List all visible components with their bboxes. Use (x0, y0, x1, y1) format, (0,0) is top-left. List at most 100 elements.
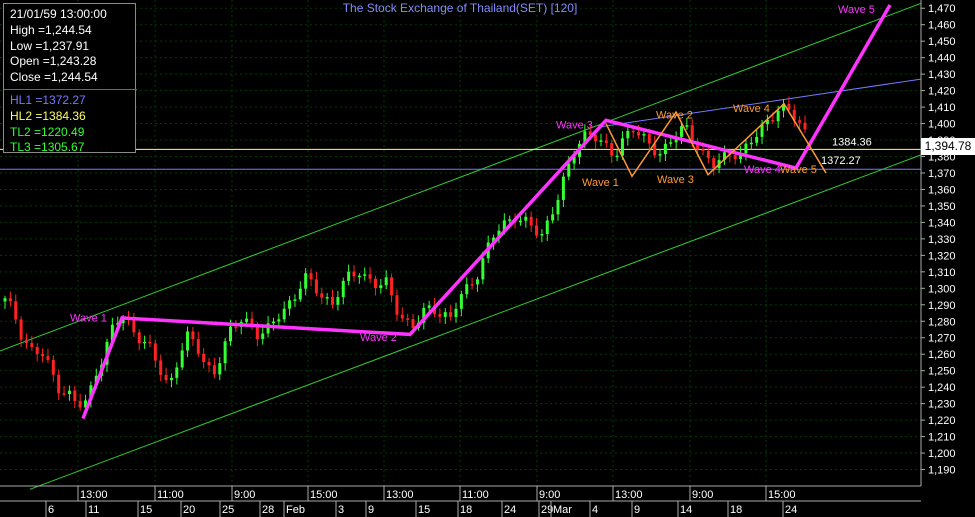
candle-body (352, 271, 356, 277)
info-open: Open =1,243.28 (10, 54, 97, 69)
x-time-label: 11:00 (462, 489, 489, 501)
candle-body (341, 280, 345, 298)
candle-body (46, 356, 50, 360)
x-date-label: 6 (48, 504, 54, 516)
info-hl1: HL1 =1372.27 (10, 92, 86, 107)
candle-body (749, 142, 753, 145)
candle-body (572, 156, 576, 164)
candle-body (73, 390, 77, 402)
candle-body (169, 377, 173, 381)
candle-body (245, 318, 249, 322)
candle-body (164, 374, 168, 381)
candle-body (637, 132, 641, 136)
candle-body (137, 332, 141, 344)
x-date-label: Mar (553, 504, 572, 516)
candle-body (551, 214, 555, 221)
y-tick-label: 1,370 (928, 168, 956, 180)
candle-body (175, 367, 179, 378)
x-date-label: Feb (286, 504, 305, 516)
x-date-label: 9 (368, 504, 374, 516)
candle-body (35, 347, 39, 355)
ohlc-info-box: 21/01/59 13:00:00 High =1,244.54 Low =1,… (3, 3, 137, 155)
candle-body (304, 273, 308, 289)
y-tick-label: 1,190 (928, 465, 956, 477)
candle-body (599, 140, 603, 142)
y-tick-label: 1,450 (928, 36, 956, 48)
candle-body (390, 277, 394, 296)
x-date-label: 3 (338, 504, 344, 516)
candle-body (406, 318, 410, 320)
candle-body (744, 143, 748, 154)
x-time-label: 13:00 (80, 489, 108, 501)
channel-line (29, 154, 922, 490)
candle-body (556, 199, 560, 215)
grid-layer (0, 0, 921, 486)
x-date-label: 9 (634, 504, 640, 516)
candle-body (422, 307, 426, 323)
candle-body (663, 143, 667, 155)
candle-body (712, 158, 716, 169)
info-low: Low =1,237.91 (10, 38, 90, 53)
wave-label: Wave 1 (582, 177, 619, 189)
chart-title: The Stock Exchange of Thailand(SET) [120… (343, 1, 578, 15)
y-tick-label: 1,460 (928, 20, 956, 32)
candle-body (51, 359, 55, 375)
candle-body (110, 324, 114, 342)
candle-body (277, 319, 281, 322)
candle-body (266, 323, 270, 334)
y-tick-label: 1,420 (928, 86, 956, 98)
candle-body (658, 154, 662, 156)
candle-body (604, 140, 608, 144)
candle-body (765, 119, 769, 125)
candle-body (207, 362, 211, 366)
x-time-label: 15:00 (768, 489, 796, 501)
candle-body (427, 305, 431, 308)
info-close: Close =1,244.54 (10, 70, 98, 85)
y-tick-label: 1,210 (928, 432, 956, 444)
candle-body (411, 319, 415, 328)
candle-body (255, 325, 259, 339)
candle-body (690, 125, 694, 142)
candle-body (363, 274, 367, 276)
candle-body (787, 103, 791, 110)
candle-body (116, 323, 120, 325)
candle-body (631, 130, 635, 133)
y-tick-label: 1,440 (928, 53, 956, 65)
y-tick-label: 1,260 (928, 349, 956, 361)
candle-body (535, 225, 539, 236)
x-date-label: 24 (785, 504, 797, 516)
candle-body (3, 298, 7, 302)
candle-body (24, 339, 28, 344)
hl2-value-label: 1384.36 (832, 136, 872, 148)
candle-body (67, 390, 71, 395)
x-date-label: 28 (262, 504, 274, 516)
candle-body (191, 331, 195, 340)
main-wave-line (81, 4, 892, 420)
candle-body (540, 234, 544, 236)
candle-body (508, 219, 512, 221)
y-tick-label: 1,220 (928, 415, 956, 427)
x-date-label: 18 (460, 504, 472, 516)
candle-body (320, 293, 324, 298)
y-tick-label: 1,360 (928, 184, 956, 196)
info-separator (4, 88, 137, 90)
minor-wave-line (605, 102, 827, 178)
candle-body (475, 279, 479, 285)
candle-body (459, 294, 463, 309)
x-date-label: 24 (504, 504, 516, 516)
y-tick-label: 1,330 (928, 234, 956, 246)
candle-body (379, 285, 383, 289)
x-time-label: 9:00 (234, 489, 255, 501)
y-tick-label: 1,470 (928, 3, 956, 15)
candle-body (8, 298, 12, 302)
info-tl2: TL2 =1220.49 (10, 124, 85, 139)
y-tick-label: 1,270 (928, 333, 956, 345)
candle-body (309, 273, 313, 280)
candle-body (782, 103, 786, 111)
info-tl3: TL3 =1305.67 (10, 140, 85, 155)
candle-body (331, 297, 335, 305)
x-date-label: 29 (541, 504, 553, 516)
x-date-label: 15 (418, 504, 430, 516)
candle-body (223, 341, 227, 364)
